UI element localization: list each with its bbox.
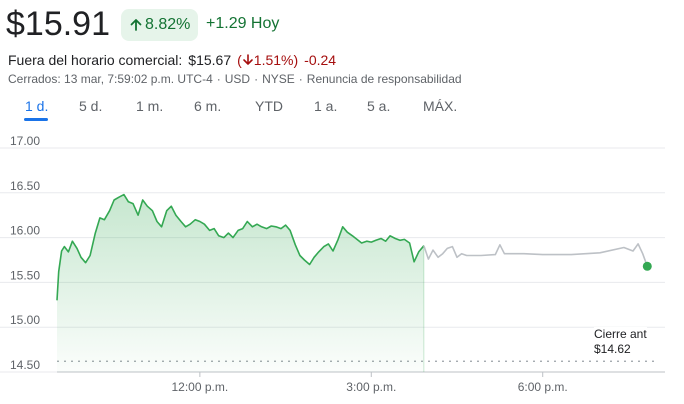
after-hours-line <box>423 243 649 267</box>
arrow-up-icon <box>130 19 142 31</box>
after-hours-change: -0.24 <box>304 52 337 68</box>
after-hours-row: Fuera del horario comercial: $15.67 (1.5… <box>8 52 336 68</box>
previous-close-label: Cierre ant $14.62 <box>594 327 647 357</box>
previous-close-value: $14.62 <box>594 342 631 356</box>
after-hours-price: $15.67 <box>188 52 232 68</box>
regular-session-area <box>57 194 424 372</box>
y-tick-label: 17.00 <box>10 134 40 148</box>
previous-close-title: Cierre ant <box>594 327 647 341</box>
x-tick-label: 12:00 p.m. <box>172 380 229 394</box>
range-tab-1y[interactable]: 1 a. <box>314 98 338 114</box>
range-tab-5d[interactable]: 5 d. <box>79 98 103 114</box>
y-tick-label: 16.50 <box>10 179 40 193</box>
closed-timestamp: Cerrados: 13 mar, 7:59:02 p.m. UTC-4 <box>8 72 213 86</box>
range-tab-1d[interactable]: 1 d. <box>25 98 49 114</box>
after-hours-label: Fuera del horario comercial: <box>8 52 183 68</box>
range-tab-5y[interactable]: 5 a. <box>367 98 391 114</box>
range-tab-1m[interactable]: 1 m. <box>136 98 164 114</box>
after-hours-percent: (1.51%) <box>237 52 299 68</box>
range-tab-ytd[interactable]: YTD <box>255 98 283 114</box>
y-tick-label: 15.00 <box>10 313 40 327</box>
after-hours-percent-value: 1.51% <box>253 52 294 68</box>
range-tab-6m[interactable]: 6 m. <box>194 98 222 114</box>
currency: USD <box>224 72 251 86</box>
y-tick-label: 14.50 <box>10 358 40 372</box>
x-tick-label: 3:00 p.m. <box>346 380 396 394</box>
percent-change-badge: 8.82% <box>121 9 199 41</box>
quote-meta: Cerrados: 13 mar, 7:59:02 p.m. UTC-4 · USD… <box>8 72 462 86</box>
active-range-indicator <box>24 118 48 121</box>
last-price-dot <box>642 261 652 271</box>
absolute-change-today: +1.29 Hoy <box>206 15 280 32</box>
percent-change-value: 8.82% <box>145 16 191 33</box>
y-tick-label: 15.50 <box>10 268 40 282</box>
y-tick-label: 16.00 <box>10 224 40 238</box>
current-price: $15.91 <box>6 5 110 43</box>
x-tick-label: 6:00 p.m. <box>518 380 568 394</box>
range-tab-max[interactable]: MÁX. <box>423 98 458 114</box>
disclaimer-link[interactable]: Renuncia de responsabilidad <box>306 72 462 86</box>
regular-session-line <box>56 193 425 301</box>
arrow-down-icon <box>242 54 253 65</box>
exchange: NYSE <box>262 72 295 86</box>
